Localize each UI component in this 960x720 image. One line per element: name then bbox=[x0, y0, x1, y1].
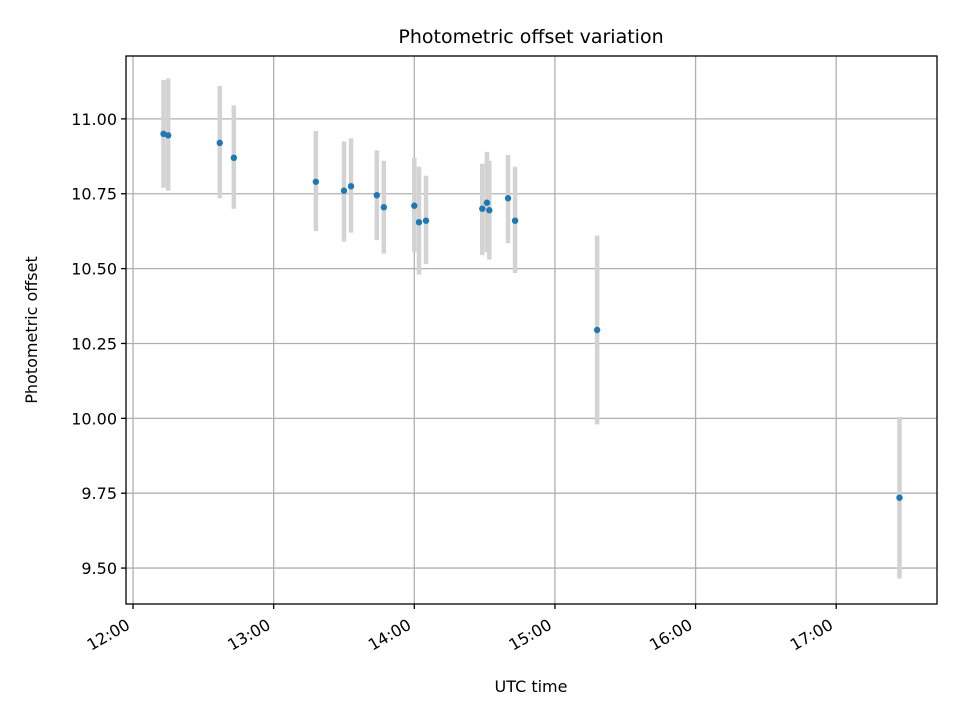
data-point bbox=[504, 195, 512, 202]
grid-lines bbox=[126, 56, 937, 604]
data-point bbox=[593, 326, 601, 334]
y-tick-label: 9.50 bbox=[81, 559, 117, 578]
data-point bbox=[479, 205, 486, 212]
x-axis-ticks: 12:00 13:00 14:00 15:00 16:00 17:00 bbox=[84, 604, 837, 655]
y-tick-label: 10.50 bbox=[71, 260, 117, 279]
data-point bbox=[230, 154, 238, 162]
data-point bbox=[340, 187, 348, 194]
data-point bbox=[486, 207, 493, 214]
data-point bbox=[164, 132, 172, 139]
chart-title: Photometric offset variation bbox=[398, 26, 663, 48]
data-point bbox=[896, 494, 903, 501]
data-point bbox=[415, 218, 423, 226]
data-point bbox=[422, 217, 430, 224]
y-tick-label: 9.75 bbox=[81, 484, 117, 503]
data-point bbox=[373, 192, 381, 199]
x-tick-label: 12:00 bbox=[84, 615, 133, 655]
y-axis-label: Photometric offset bbox=[22, 256, 41, 404]
y-tick-label: 11.00 bbox=[71, 110, 117, 129]
data-point bbox=[511, 217, 519, 224]
x-tick-label: 15:00 bbox=[506, 615, 555, 655]
data-point bbox=[312, 178, 320, 185]
y-tick-label: 10.00 bbox=[71, 409, 117, 428]
x-axis-label: UTC time bbox=[495, 677, 568, 696]
x-tick-label: 17:00 bbox=[787, 615, 836, 655]
data-point bbox=[216, 139, 223, 147]
data-point bbox=[380, 204, 388, 211]
data-point bbox=[411, 202, 418, 209]
data-points bbox=[160, 130, 903, 501]
y-tick-label: 10.75 bbox=[71, 185, 117, 204]
y-tick-label: 10.25 bbox=[71, 334, 117, 353]
data-point bbox=[483, 199, 491, 206]
x-tick-label: 13:00 bbox=[224, 615, 273, 655]
y-axis-ticks: 9.50 9.75 10.00 10.25 10.50 10.75 11.00 bbox=[71, 110, 126, 578]
x-tick-label: 16:00 bbox=[646, 615, 695, 655]
plot-frame bbox=[125, 55, 938, 605]
x-tick-label: 14:00 bbox=[365, 615, 414, 655]
data-point bbox=[347, 183, 355, 190]
